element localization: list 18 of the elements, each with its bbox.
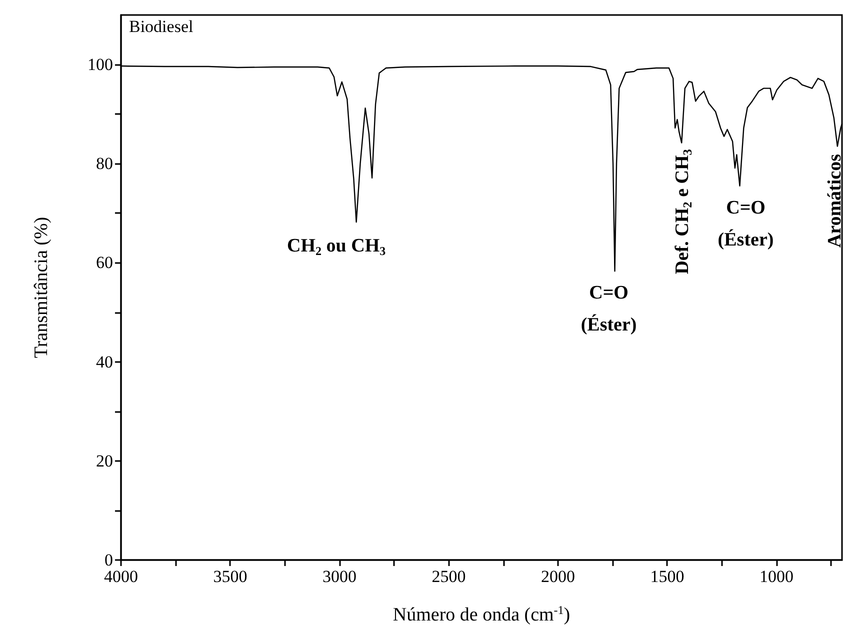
x-tick-label: 1000 (759, 567, 794, 586)
y-tick-label: 80 (96, 154, 113, 174)
y-tick-label: 0 (104, 550, 113, 570)
y-tick-label: 20 (96, 451, 113, 470)
x-tick-label: 3500 (213, 567, 248, 586)
x-tick-label: 4000 (104, 567, 138, 586)
annotation: C=O (Éster) (580, 282, 637, 336)
x-tick-label: 3000 (322, 567, 356, 586)
annotation: Aromáticos (824, 154, 845, 248)
y-tick-label: 100 (88, 55, 113, 74)
y-tick-label: 40 (96, 352, 113, 372)
annotation: Biodiesel (129, 17, 194, 36)
x-tick-label: 2500 (432, 567, 466, 586)
annotation: C=O (Éster) (718, 197, 774, 250)
x-tick-label: 2000 (540, 567, 575, 586)
y-tick-label: 60 (96, 253, 113, 272)
x-tick-label: 1500 (650, 567, 684, 586)
y-axis-title: Transmitância (%) (31, 216, 52, 358)
